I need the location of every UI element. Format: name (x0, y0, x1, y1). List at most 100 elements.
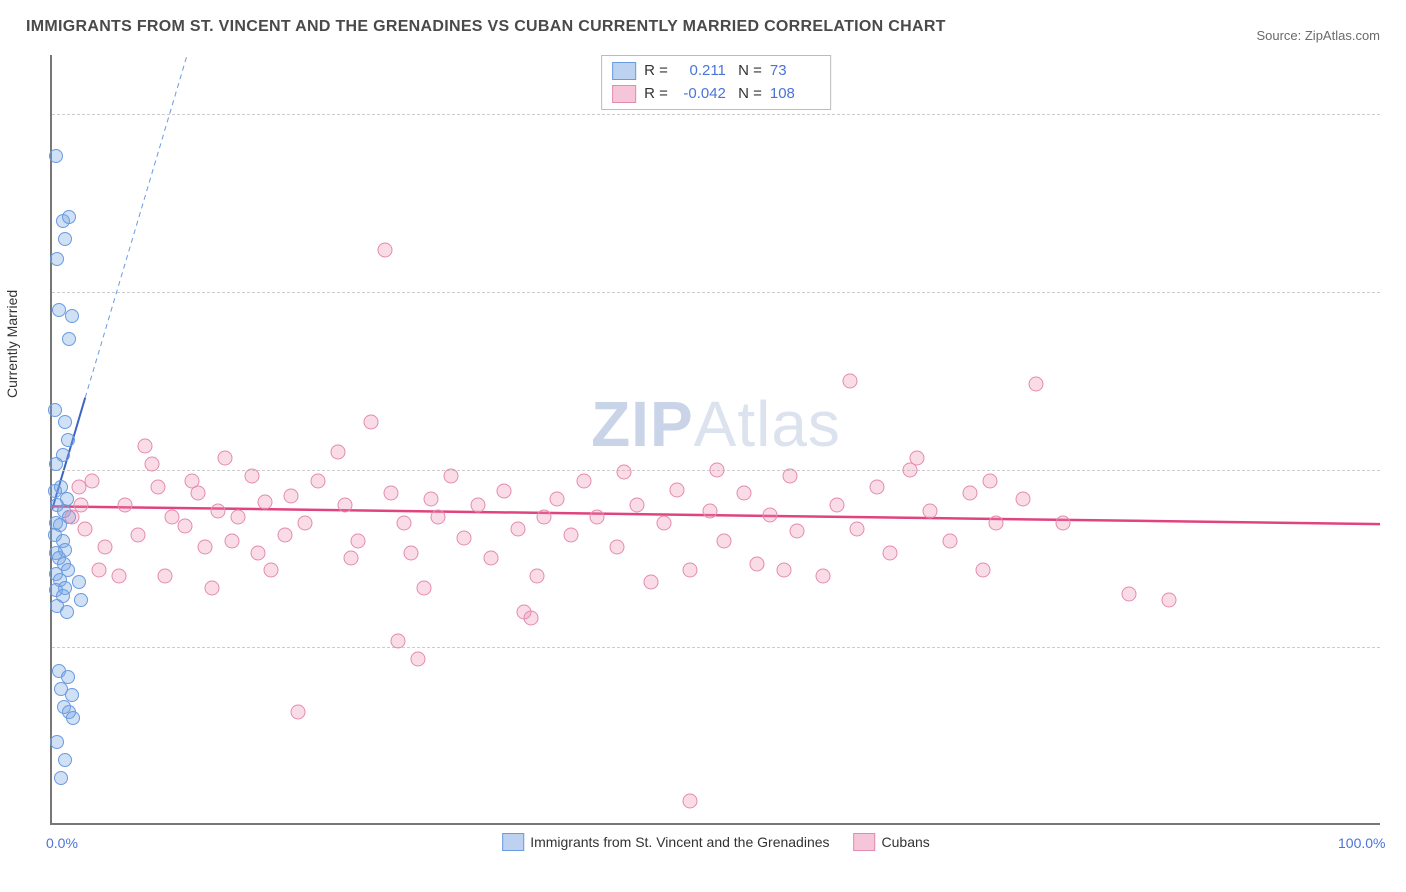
point-series-b (291, 705, 306, 720)
y-tick-label: 65.0% (1390, 284, 1406, 300)
point-series-b (776, 563, 791, 578)
legend-swatch (502, 833, 524, 851)
point-series-b (550, 492, 565, 507)
point-series-b (217, 450, 232, 465)
point-series-b (470, 498, 485, 513)
point-series-b (277, 527, 292, 542)
point-series-b (417, 581, 432, 596)
point-series-a (58, 232, 72, 246)
point-series-b (64, 510, 79, 525)
point-series-b (224, 533, 239, 548)
point-series-a (52, 303, 66, 317)
point-series-b (656, 515, 671, 530)
y-tick-label: 35.0% (1390, 639, 1406, 655)
point-series-b (131, 527, 146, 542)
stats-row: R =-0.042 N =108 (612, 83, 820, 106)
point-series-b (530, 569, 545, 584)
point-series-b (91, 563, 106, 578)
point-series-a (54, 771, 68, 785)
point-series-a (58, 415, 72, 429)
stat-r-label: R = (644, 60, 668, 83)
point-series-b (151, 480, 166, 495)
point-series-b (922, 504, 937, 519)
watermark-prefix: ZIP (591, 388, 694, 460)
point-series-b (843, 373, 858, 388)
point-series-b (497, 483, 512, 498)
point-series-b (231, 510, 246, 525)
point-series-b (670, 482, 685, 497)
point-series-b (869, 480, 884, 495)
point-series-b (829, 498, 844, 513)
point-series-b (683, 794, 698, 809)
point-series-b (1055, 515, 1070, 530)
point-series-b (783, 468, 798, 483)
point-series-b (424, 492, 439, 507)
point-series-b (244, 468, 259, 483)
point-series-b (1029, 377, 1044, 392)
point-series-b (457, 531, 472, 546)
point-series-b (563, 527, 578, 542)
y-axis-title: Currently Married (4, 290, 20, 398)
point-series-b (577, 474, 592, 489)
point-series-a (50, 735, 64, 749)
point-series-a (58, 753, 72, 767)
point-series-b (98, 539, 113, 554)
point-series-b (257, 494, 272, 509)
y-tick-label: 80.0% (1390, 106, 1406, 122)
gridline (52, 647, 1380, 648)
watermark: ZIPAtlas (591, 387, 841, 461)
legend-swatch (612, 62, 636, 80)
point-series-a (48, 403, 62, 417)
point-series-b (517, 604, 532, 619)
legend-item: Immigrants from St. Vincent and the Gren… (502, 833, 829, 851)
point-series-b (716, 533, 731, 548)
point-series-a (72, 575, 86, 589)
x-tick-label: 0.0% (46, 835, 78, 851)
point-series-b (610, 539, 625, 554)
point-series-b (284, 488, 299, 503)
point-series-b (184, 474, 199, 489)
point-series-b (616, 464, 631, 479)
point-series-b (1162, 592, 1177, 607)
point-series-b (344, 551, 359, 566)
point-series-a (62, 332, 76, 346)
point-series-b (982, 474, 997, 489)
point-series-b (849, 521, 864, 536)
stat-r-value: -0.042 (676, 83, 726, 106)
point-series-b (390, 634, 405, 649)
point-series-a (74, 593, 88, 607)
y-tick-label: 50.0% (1390, 462, 1406, 478)
point-series-b (590, 510, 605, 525)
point-series-b (710, 462, 725, 477)
stat-r-value: 0.211 (676, 60, 726, 83)
point-series-b (384, 486, 399, 501)
point-series-b (410, 652, 425, 667)
scatter-plot: ZIPAtlas R =0.211 N =73R =-0.042 N =108 … (50, 55, 1380, 825)
point-series-b (816, 569, 831, 584)
point-series-a (61, 433, 75, 447)
legend-swatch (612, 85, 636, 103)
gridline (52, 292, 1380, 293)
point-series-a (50, 252, 64, 266)
point-series-b (430, 510, 445, 525)
point-series-b (111, 569, 126, 584)
point-series-b (164, 510, 179, 525)
chart-title: IMMIGRANTS FROM ST. VINCENT AND THE GREN… (26, 18, 946, 36)
point-series-b (1015, 492, 1030, 507)
x-tick-label: 100.0% (1338, 835, 1385, 851)
stat-r-label: R = (644, 83, 668, 106)
point-series-b (683, 563, 698, 578)
legend-swatch (854, 833, 876, 851)
point-series-b (976, 563, 991, 578)
stat-n-value: 73 (770, 60, 820, 83)
stat-n-label: N = (734, 60, 762, 83)
point-series-b (204, 581, 219, 596)
point-series-b (789, 524, 804, 539)
point-series-b (144, 456, 159, 471)
point-series-b (882, 545, 897, 560)
point-series-b (330, 444, 345, 459)
point-series-b (397, 515, 412, 530)
point-series-a (62, 210, 76, 224)
plot-area: ZIPAtlas R =0.211 N =73R =-0.042 N =108 … (50, 55, 1380, 825)
point-series-b (84, 474, 99, 489)
